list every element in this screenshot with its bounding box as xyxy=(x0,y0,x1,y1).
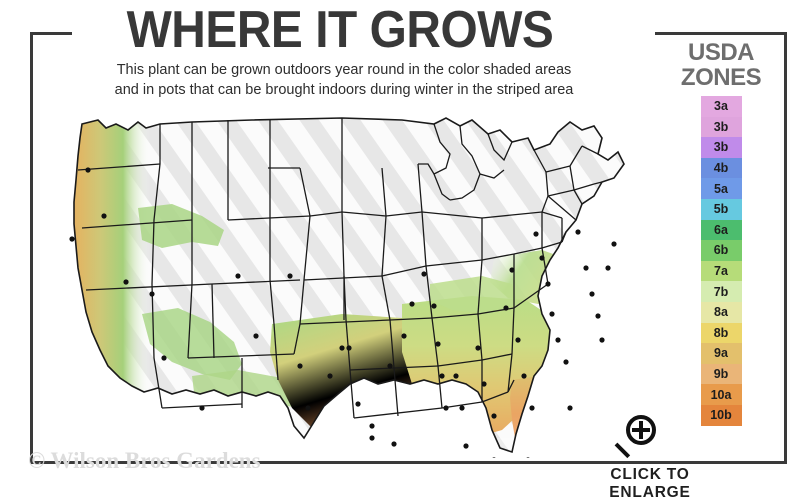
city-dot xyxy=(369,435,375,441)
magnifier-lens xyxy=(626,415,656,445)
city-dot xyxy=(545,281,551,287)
legend-swatch-9a-12: 9a xyxy=(700,343,742,364)
legend-swatch-9b-13: 9b xyxy=(700,363,742,385)
city-dot-layer xyxy=(69,167,617,458)
city-dot xyxy=(123,279,129,285)
legend-swatch-list: 3a 3b 3b 4b 5a 5b 6a 6b 7a 7b 8a 8b 9a 9b 10a 10b xyxy=(700,96,742,426)
city-dot xyxy=(599,337,605,343)
legend-swatch-7b-9: 7b xyxy=(700,281,742,302)
city-dot xyxy=(443,405,449,411)
city-dot xyxy=(253,333,259,339)
city-dot xyxy=(327,373,333,379)
map-svg xyxy=(42,108,652,458)
city-dot xyxy=(533,231,539,237)
city-dot xyxy=(421,271,427,277)
subtitle: This plant can be grown outdoors year ro… xyxy=(36,60,652,100)
city-dot xyxy=(199,405,205,411)
city-dot xyxy=(459,405,465,411)
city-dot xyxy=(475,345,481,351)
frame-bottom-edge xyxy=(30,461,760,464)
frame-right-edge xyxy=(784,32,787,464)
state-borders xyxy=(73,117,625,454)
city-dot xyxy=(509,267,515,273)
legend-swatch-3a-0: 3a xyxy=(700,96,742,117)
city-dot xyxy=(85,167,91,173)
city-dot xyxy=(583,265,589,271)
legend-swatch-3b-2: 3b xyxy=(700,137,742,158)
city-dot xyxy=(339,345,345,351)
city-dot xyxy=(529,405,535,411)
legend-swatch-6b-7: 6b xyxy=(700,240,742,261)
city-dot xyxy=(492,457,496,458)
city-dot xyxy=(297,363,303,369)
city-dot xyxy=(589,291,595,297)
legend-swatch-3b-1: 3b xyxy=(700,116,742,138)
city-dot xyxy=(355,401,361,407)
legend-swatch-8b-11: 8b xyxy=(700,322,742,344)
city-dot xyxy=(149,291,155,297)
city-dot xyxy=(503,305,509,311)
city-dot xyxy=(101,213,107,219)
usda-zones-legend: USDA ZONES 3a 3b 3b 4b 5a 5b 6a 6b 7a 7b 8a 8b 9a 9b 1… xyxy=(660,40,782,426)
city-dot xyxy=(161,355,167,361)
legend-swatch-6a-6: 6a xyxy=(700,219,742,241)
magnifier-plus-horizontal xyxy=(632,428,650,432)
watermark: © Wilson Bros Gardens xyxy=(28,448,261,473)
legend-swatch-10a-14: 10a xyxy=(700,384,742,405)
magnifier-plus-icon[interactable] xyxy=(614,415,666,463)
legend-swatch-4b-3: 4b xyxy=(700,157,742,179)
legend-swatch-5a-4: 5a xyxy=(700,178,742,199)
magnifier-handle xyxy=(614,442,631,459)
city-dot xyxy=(346,345,352,351)
city-dot xyxy=(391,441,397,447)
legend-title-line-2: ZONES xyxy=(680,64,762,91)
city-dot xyxy=(575,229,581,235)
frame-top-left-stub xyxy=(30,32,72,35)
city-dot xyxy=(235,273,241,279)
city-dot xyxy=(305,405,311,411)
great-basin-green-band xyxy=(142,308,242,380)
pacific-northwest-green-band xyxy=(138,204,224,248)
city-dot xyxy=(605,265,611,271)
city-dot xyxy=(481,381,487,387)
city-dot xyxy=(369,423,375,429)
city-dot xyxy=(549,311,555,317)
city-dot xyxy=(563,359,569,365)
city-dot xyxy=(387,363,393,369)
city-dot xyxy=(439,373,445,379)
frame-bottom-right-stub xyxy=(700,461,787,464)
city-dot xyxy=(463,443,469,449)
city-dot xyxy=(491,413,497,419)
city-dot xyxy=(431,303,437,309)
usda-hardiness-map[interactable] xyxy=(42,108,652,458)
frame-top-right-stub xyxy=(655,32,787,35)
city-dot xyxy=(401,333,407,339)
frame-left-edge xyxy=(30,32,33,464)
city-dot xyxy=(435,341,441,347)
city-dot xyxy=(521,373,527,379)
city-dot xyxy=(611,241,617,247)
city-dot xyxy=(539,255,545,261)
legend-swatch-5b-5: 5b xyxy=(700,198,742,220)
city-dot xyxy=(515,337,521,343)
page-title: WHERE IT GROWS xyxy=(126,1,554,59)
city-dot xyxy=(409,301,415,307)
city-dot xyxy=(69,236,75,242)
legend-swatch-10b-15: 10b xyxy=(700,404,742,426)
legend-title-line-1: USDA xyxy=(687,39,755,66)
city-dot xyxy=(555,337,561,343)
city-dot xyxy=(453,373,459,379)
subtitle-line-2: and in pots that can be brought indoors … xyxy=(114,82,574,98)
legend-title: USDA ZONES xyxy=(660,40,782,90)
city-dot xyxy=(287,273,293,279)
city-dot xyxy=(595,313,601,319)
city-dot xyxy=(567,405,573,411)
click-to-enlarge-label[interactable]: CLICK TO ENLARGE xyxy=(609,466,691,501)
ohio-valley-green-band xyxy=(430,276,518,314)
subtitle-line-1: This plant can be grown outdoors year ro… xyxy=(116,62,572,78)
city-dot xyxy=(526,457,530,458)
legend-swatch-7a-8: 7a xyxy=(700,260,742,282)
legend-swatch-8a-10: 8a xyxy=(700,301,742,323)
